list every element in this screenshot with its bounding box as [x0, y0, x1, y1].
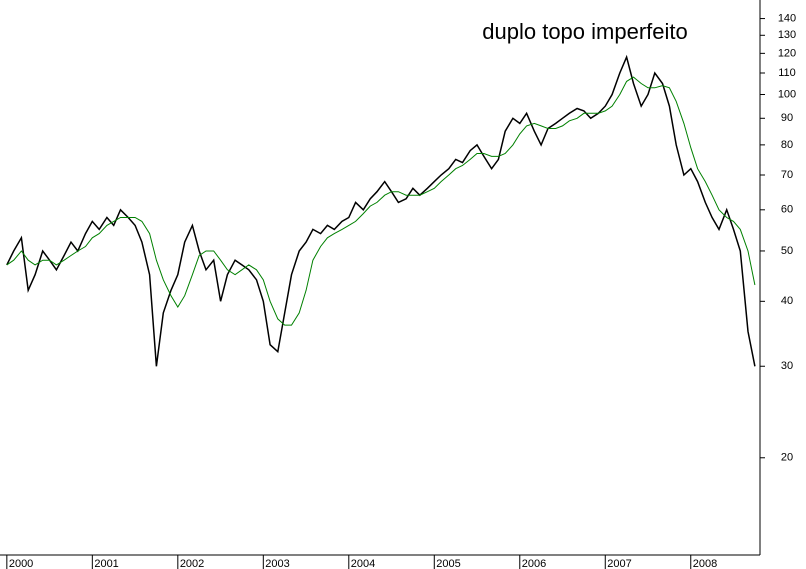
x-tick-label: 2006: [522, 558, 546, 569]
y-tick-label: 30: [781, 360, 793, 372]
chart-title: duplo topo imperfeito: [482, 19, 687, 44]
y-tick-label: 40: [781, 295, 793, 307]
x-tick-label: 2000: [9, 558, 33, 569]
y-tick-label: 50: [781, 245, 793, 257]
y-tick-label: 130: [778, 29, 796, 41]
y-tick-label: 80: [781, 139, 793, 151]
x-tick-label: 2004: [351, 558, 375, 569]
y-tick-label: 100: [778, 88, 796, 100]
x-tick-label: 2007: [607, 558, 631, 569]
x-tick-label: 2008: [693, 558, 717, 569]
y-tick-label: 120: [778, 47, 796, 59]
series-line: [6, 54, 756, 367]
y-tick-label: 110: [778, 67, 796, 79]
y-tick-label: 20: [781, 452, 793, 464]
x-tick-label: 2005: [436, 558, 460, 569]
y-tick-label: 60: [781, 204, 793, 216]
x-tick-label: 2001: [94, 558, 118, 569]
y-tick-label: 140: [778, 12, 796, 24]
y-tick-label: 70: [781, 169, 793, 181]
x-tick-label: 2003: [265, 558, 289, 569]
series-line: [6, 76, 756, 326]
y-tick-label: 90: [781, 112, 793, 124]
x-tick-label: 2002: [180, 558, 204, 569]
